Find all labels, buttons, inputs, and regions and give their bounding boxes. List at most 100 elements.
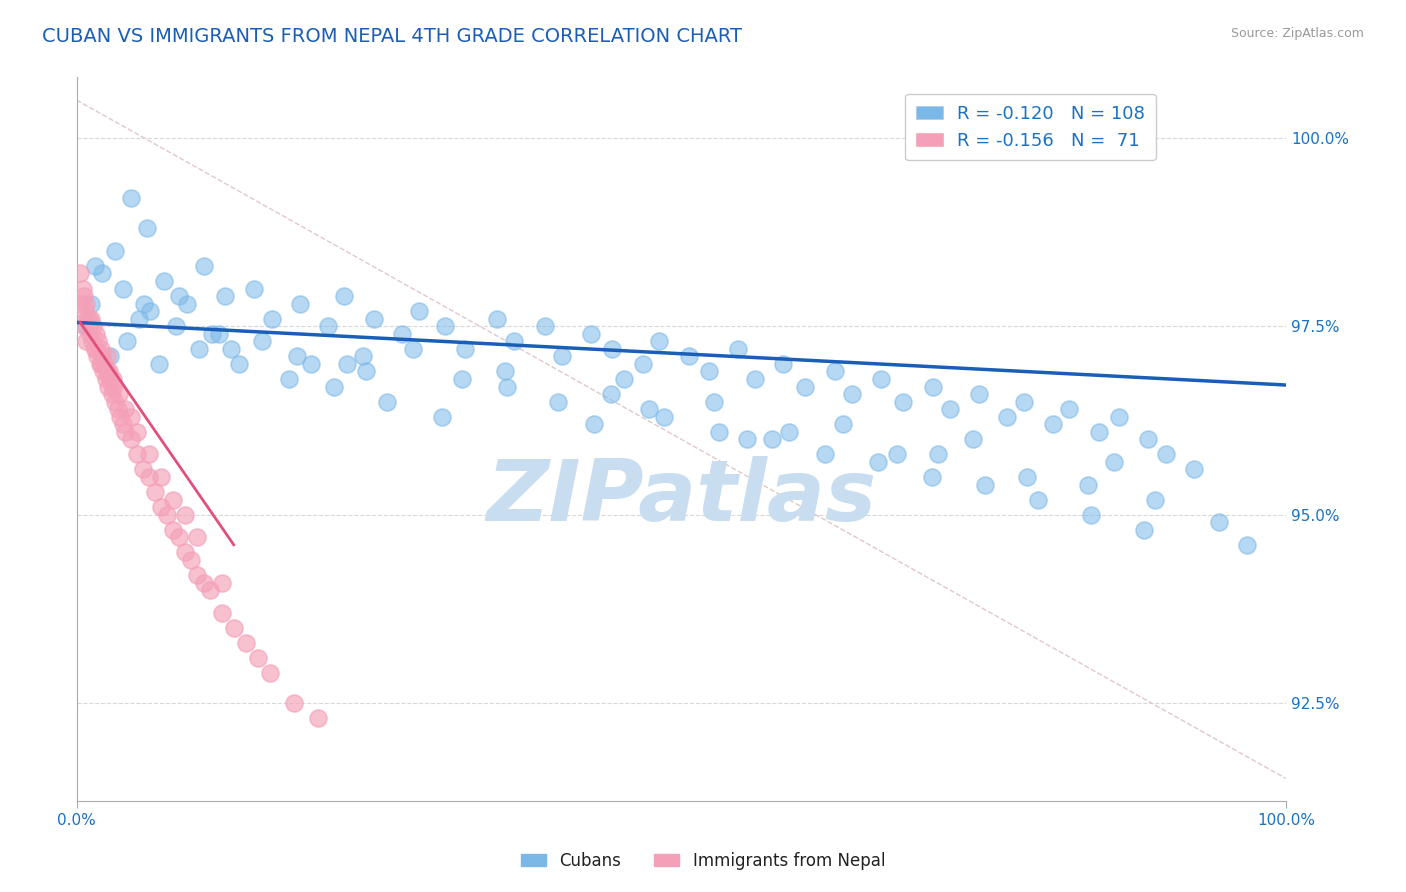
Point <box>503 334 526 349</box>
Point <box>316 319 339 334</box>
Point <box>169 289 191 303</box>
Point <box>96 364 118 378</box>
Point <box>1059 402 1081 417</box>
Point <box>138 447 160 461</box>
Point <box>547 394 569 409</box>
Point <box>377 394 399 409</box>
Point <box>143 485 166 500</box>
Point <box>579 326 602 341</box>
Point <box>91 267 114 281</box>
Point <box>1026 492 1049 507</box>
Point <box>104 244 127 258</box>
Point <box>1087 425 1109 439</box>
Point <box>165 319 187 334</box>
Point <box>323 379 346 393</box>
Point <box>169 530 191 544</box>
Point <box>100 387 122 401</box>
Point <box>891 394 914 409</box>
Point <box>125 425 148 439</box>
Point <box>201 326 224 341</box>
Point <box>114 425 136 439</box>
Point <box>98 364 121 378</box>
Point <box>150 500 173 515</box>
Point <box>354 364 377 378</box>
Point <box>814 447 837 461</box>
Point <box>120 432 142 446</box>
Point <box>90 357 112 371</box>
Point <box>1080 508 1102 522</box>
Text: ZIPatlas: ZIPatlas <box>486 456 876 539</box>
Point <box>128 311 150 326</box>
Point <box>1017 470 1039 484</box>
Point <box>108 387 131 401</box>
Point <box>707 425 730 439</box>
Point <box>1144 492 1167 507</box>
Point <box>125 447 148 461</box>
Point <box>104 394 127 409</box>
Point <box>162 523 184 537</box>
Point <box>1236 538 1258 552</box>
Point <box>550 350 572 364</box>
Point <box>221 342 243 356</box>
Point <box>1137 432 1160 446</box>
Point <box>77 319 100 334</box>
Point <box>259 665 281 680</box>
Point <box>832 417 855 432</box>
Point <box>454 342 477 356</box>
Point <box>111 417 134 432</box>
Point <box>921 379 943 393</box>
Point <box>193 575 215 590</box>
Point <box>243 281 266 295</box>
Point <box>648 334 671 349</box>
Point <box>117 334 139 349</box>
Point <box>139 304 162 318</box>
Point <box>391 326 413 341</box>
Point <box>352 350 374 364</box>
Point <box>697 364 720 378</box>
Point <box>156 508 179 522</box>
Point <box>824 364 846 378</box>
Point <box>114 402 136 417</box>
Point <box>134 296 156 310</box>
Point <box>73 289 96 303</box>
Point <box>174 508 197 522</box>
Point <box>613 372 636 386</box>
Point <box>80 311 103 326</box>
Point <box>83 342 105 356</box>
Point <box>150 470 173 484</box>
Point <box>886 447 908 461</box>
Point <box>1102 455 1125 469</box>
Point <box>1208 515 1230 529</box>
Point <box>703 394 725 409</box>
Point <box>186 530 208 544</box>
Point <box>111 281 134 295</box>
Legend: R = -0.120   N = 108, R = -0.156   N =  71: R = -0.120 N = 108, R = -0.156 N = 71 <box>905 94 1156 161</box>
Point <box>69 267 91 281</box>
Point <box>938 402 960 417</box>
Point <box>176 296 198 310</box>
Point <box>869 372 891 386</box>
Point <box>727 342 749 356</box>
Point <box>72 281 94 295</box>
Point <box>1108 409 1130 424</box>
Point <box>1077 477 1099 491</box>
Point <box>91 350 114 364</box>
Point <box>451 372 474 386</box>
Point <box>120 191 142 205</box>
Point <box>187 342 209 356</box>
Point <box>222 621 245 635</box>
Point <box>84 326 107 341</box>
Point <box>430 409 453 424</box>
Point <box>214 289 236 303</box>
Point <box>921 470 943 484</box>
Point <box>761 432 783 446</box>
Point <box>778 425 800 439</box>
Point <box>967 387 990 401</box>
Point <box>962 432 984 446</box>
Point <box>87 334 110 349</box>
Point <box>533 319 555 334</box>
Point <box>211 606 233 620</box>
Point <box>82 319 104 334</box>
Point <box>1012 394 1035 409</box>
Point <box>678 350 700 364</box>
